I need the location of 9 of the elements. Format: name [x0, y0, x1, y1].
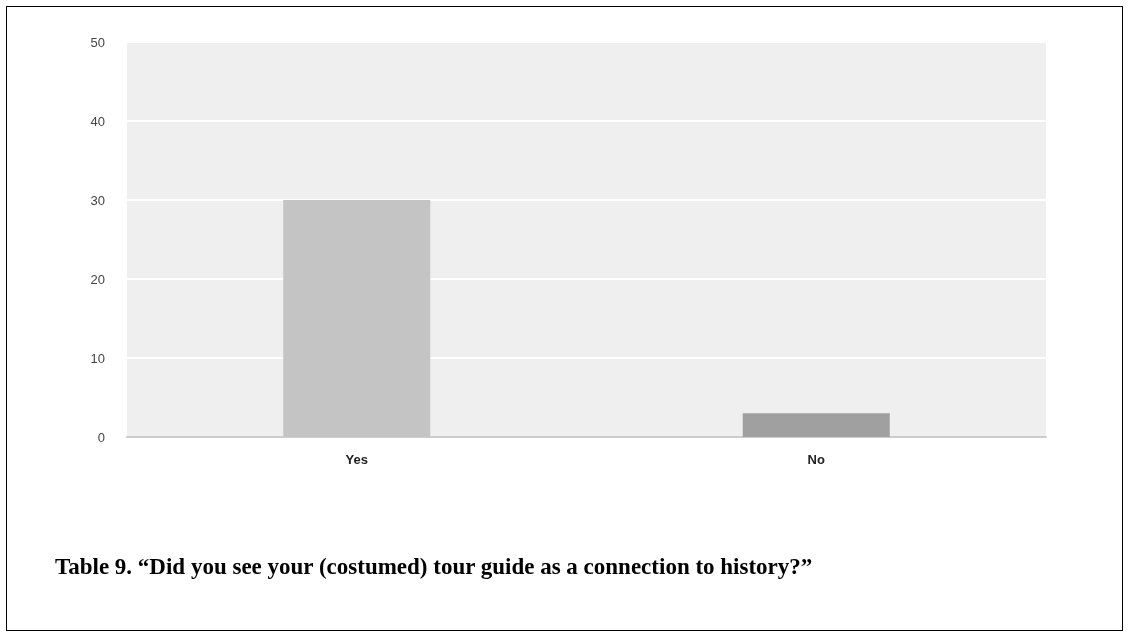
x-tick-label: Yes: [345, 452, 368, 467]
x-tick-label: No: [807, 452, 825, 467]
y-tick-label: 0: [97, 429, 105, 445]
caption: Table 9. “Did you see your (costumed) tour guide as a connection to history?”: [55, 554, 813, 579]
y-tick-label: 50: [90, 34, 105, 50]
y-tick-label: 20: [90, 271, 105, 287]
y-tick-label: 40: [90, 113, 105, 129]
y-tick-label: 10: [90, 350, 105, 366]
y-tick-label: 30: [90, 192, 105, 208]
